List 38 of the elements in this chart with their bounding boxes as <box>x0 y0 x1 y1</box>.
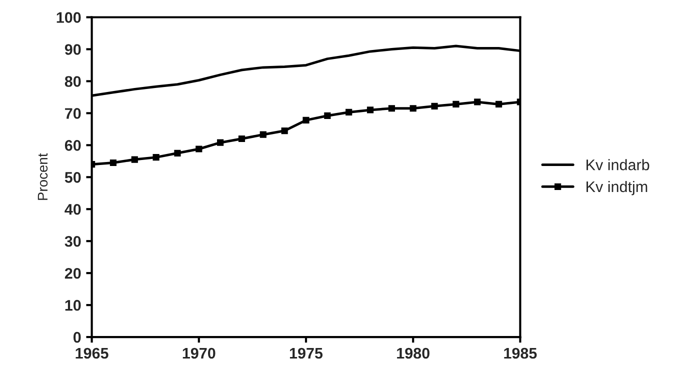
x-tick-label: 1975 <box>290 348 323 359</box>
y-tick-label: 20 <box>64 268 81 279</box>
point <box>431 102 438 110</box>
point <box>174 150 181 156</box>
x-tick-label: 1980 <box>397 348 430 359</box>
x-tick-label: 1985 <box>504 348 537 359</box>
point <box>238 135 246 142</box>
y-tick-label: 70 <box>65 108 81 119</box>
point <box>217 139 224 146</box>
point <box>495 100 502 108</box>
y-tick-label: 90 <box>64 44 81 55</box>
y-tick-label: 60 <box>64 140 81 151</box>
y-tick-label: 0 <box>73 332 81 343</box>
point <box>196 146 202 152</box>
x-tick-label: 1965 <box>76 348 108 359</box>
point <box>452 100 460 108</box>
point <box>260 131 266 138</box>
point <box>388 105 395 112</box>
y-tick-label: 10 <box>65 300 81 311</box>
legend-label: Kv indarb <box>586 159 650 170</box>
point <box>474 98 481 106</box>
point <box>346 108 352 116</box>
point <box>281 127 288 134</box>
point <box>366 106 374 114</box>
y-axis-title: Procent <box>38 153 48 200</box>
y-tick-label: 80 <box>64 76 81 87</box>
x-tick-label: 1970 <box>182 348 216 359</box>
point <box>302 116 310 124</box>
y-tick-label: 30 <box>64 236 81 247</box>
point <box>131 156 138 163</box>
point <box>324 112 331 120</box>
point <box>152 154 160 161</box>
legend-label: Kv indtjm <box>586 180 648 196</box>
y-tick-label: 40 <box>64 204 81 215</box>
y-tick-label: 100 <box>56 12 81 23</box>
y-tick-label: 50 <box>64 172 81 183</box>
point <box>410 105 416 112</box>
point <box>110 159 117 166</box>
